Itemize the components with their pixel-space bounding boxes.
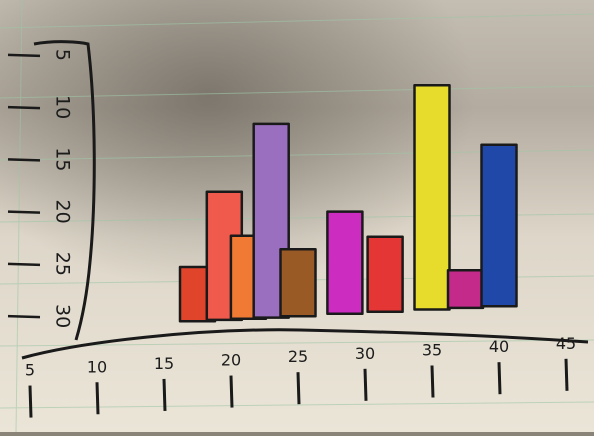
bar-10 — [480, 143, 518, 308]
y-tick-mark — [7, 158, 41, 162]
y-tick-mark — [7, 210, 41, 214]
bar-9 — [446, 268, 485, 310]
ruling-line — [0, 85, 594, 99]
x-tick-label: 20 — [221, 351, 241, 370]
ruling-line — [15, 0, 23, 433]
y-axis-line — [33, 40, 96, 341]
x-tick-mark — [229, 375, 234, 408]
y-tick-label: 5 — [52, 49, 74, 61]
y-tick-label: 25 — [52, 252, 74, 276]
bar-7 — [366, 235, 404, 314]
x-tick-mark — [296, 372, 301, 405]
ruling-line — [0, 339, 594, 347]
ruling-line — [0, 13, 594, 29]
x-tick-label: 40 — [489, 337, 509, 356]
x-tick-label: 30 — [355, 344, 375, 363]
x-tick-label: 45 — [556, 334, 576, 353]
x-tick-label: 25 — [288, 347, 308, 366]
x-tick-mark — [564, 358, 569, 391]
y-tick-mark — [7, 262, 41, 267]
x-axis-line — [21, 328, 589, 360]
x-tick-mark — [430, 365, 435, 398]
y-tick-mark — [7, 105, 41, 110]
y-tick-label: 30 — [52, 304, 74, 328]
y-tick-mark — [7, 53, 41, 58]
x-tick-mark — [28, 385, 33, 418]
x-tick-mark — [95, 382, 100, 415]
x-tick-label: 5 — [25, 361, 35, 380]
y-tick-label: 15 — [52, 147, 74, 171]
y-tick-mark — [7, 314, 41, 319]
bar-5 — [279, 248, 317, 318]
x-tick-mark — [162, 378, 167, 411]
y-tick-label: 20 — [52, 200, 74, 224]
bar-6 — [326, 210, 364, 316]
x-tick-mark — [497, 362, 502, 395]
y-tick-label: 10 — [52, 95, 74, 119]
x-tick-label: 35 — [422, 341, 442, 360]
x-tick-label: 10 — [87, 357, 107, 376]
x-tick-mark — [363, 368, 368, 401]
bar-4 — [252, 122, 290, 319]
bar-8 — [413, 83, 451, 311]
x-tick-label: 15 — [154, 354, 174, 373]
